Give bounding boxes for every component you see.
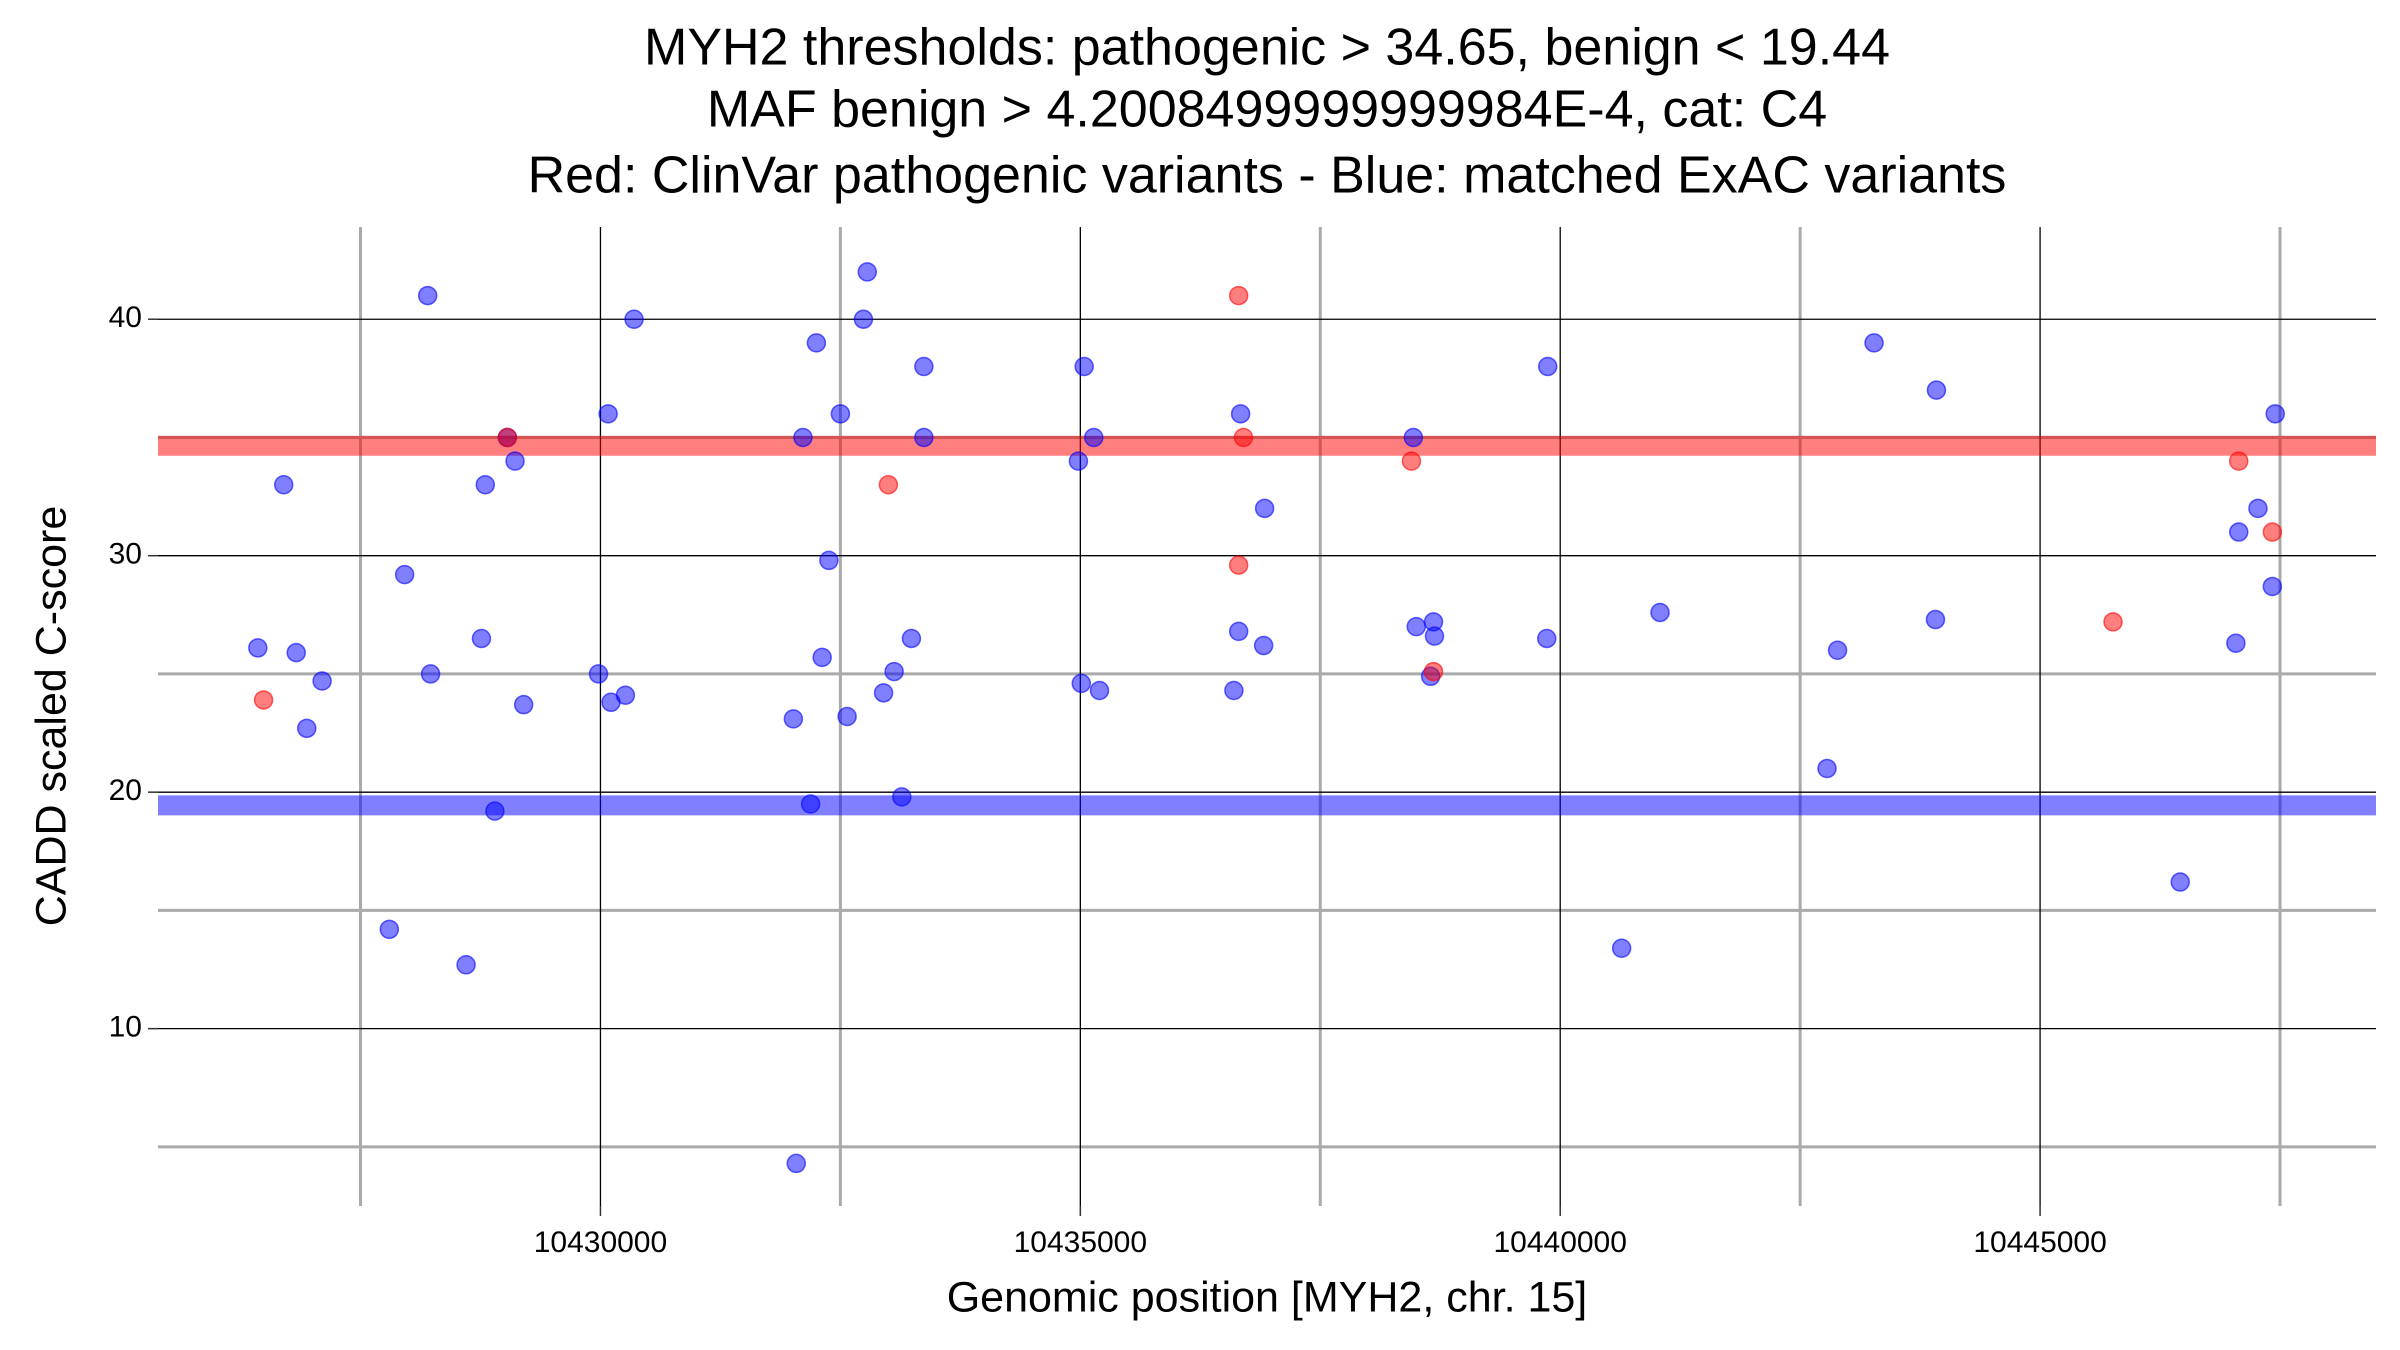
point <box>394 564 415 585</box>
point <box>901 628 922 649</box>
point <box>806 333 827 353</box>
point <box>624 309 644 329</box>
point <box>1864 333 1884 353</box>
point <box>2226 633 2246 653</box>
point <box>471 628 492 649</box>
point <box>857 262 878 282</box>
point <box>783 709 804 729</box>
point <box>497 427 518 448</box>
point <box>1230 404 1251 424</box>
point <box>1089 680 1110 701</box>
point <box>2262 576 2283 597</box>
point <box>1423 661 1444 682</box>
point <box>1224 680 1244 701</box>
y-tick-label: 10 <box>109 1011 142 1044</box>
point <box>1253 635 1274 656</box>
point <box>1071 673 1092 694</box>
point <box>793 427 813 448</box>
point <box>837 706 857 727</box>
point <box>1611 938 1632 958</box>
point <box>1403 427 1424 448</box>
point <box>456 955 476 975</box>
point <box>2170 872 2190 892</box>
chart-title: Red: ClinVar pathogenic variants - Blue:… <box>528 147 2007 205</box>
point <box>853 309 874 329</box>
point <box>914 427 934 448</box>
x-tick-label: 10430000 <box>534 1226 667 1259</box>
y-axis-label: CADD scaled C-score <box>27 506 75 927</box>
point <box>884 661 904 682</box>
point <box>505 451 525 471</box>
point <box>513 694 534 715</box>
point <box>615 685 636 705</box>
point <box>1228 555 1249 575</box>
point <box>588 664 609 684</box>
point <box>878 475 899 495</box>
point <box>312 671 332 691</box>
point <box>248 638 268 658</box>
point <box>1074 356 1094 377</box>
point <box>1926 380 1947 400</box>
point <box>2229 522 2249 542</box>
point <box>1228 621 1249 642</box>
point <box>786 1153 806 1174</box>
point <box>2103 612 2123 632</box>
x-axis-label: Genomic position [MYH2, chr. 15] <box>947 1273 1588 1321</box>
point <box>2265 404 2285 424</box>
point <box>1406 616 1426 637</box>
y-tick-label: 40 <box>109 301 142 334</box>
point <box>830 404 851 424</box>
point <box>297 718 317 739</box>
point <box>475 475 496 495</box>
point <box>379 919 400 940</box>
point <box>1827 640 1848 661</box>
chart-title: MYH2 thresholds: pathogenic > 34.65, ben… <box>644 19 1890 77</box>
point <box>420 664 441 684</box>
point <box>800 794 821 814</box>
point <box>1925 609 1946 630</box>
y-tick-label: 20 <box>109 774 142 807</box>
point <box>1068 451 1089 471</box>
point <box>1424 626 1445 646</box>
x-tick-label: 10440000 <box>1493 1226 1626 1259</box>
point <box>273 475 294 495</box>
point <box>253 690 274 710</box>
point <box>1254 498 1275 519</box>
point <box>1233 427 1254 448</box>
point <box>1228 285 1249 306</box>
point <box>1084 427 1104 448</box>
point <box>2229 451 2249 471</box>
x-tick-label: 10445000 <box>1973 1226 2106 1259</box>
point <box>1650 602 1670 623</box>
point <box>892 787 912 807</box>
point <box>2262 522 2283 542</box>
y-tick-label: 30 <box>109 538 142 571</box>
point <box>485 801 505 821</box>
point <box>598 404 618 424</box>
point <box>417 285 438 306</box>
point <box>914 356 934 377</box>
point <box>1401 451 1422 471</box>
chart-title: MAF benign > 4.2008499999999984E-4, cat:… <box>707 81 1827 139</box>
point <box>1537 356 1558 377</box>
point <box>819 550 839 571</box>
point <box>873 683 894 703</box>
point <box>2248 498 2268 519</box>
point <box>286 642 306 663</box>
x-tick-label: 10435000 <box>1014 1226 1147 1259</box>
point <box>812 647 832 668</box>
point <box>1817 758 1837 779</box>
point <box>1537 628 1557 649</box>
